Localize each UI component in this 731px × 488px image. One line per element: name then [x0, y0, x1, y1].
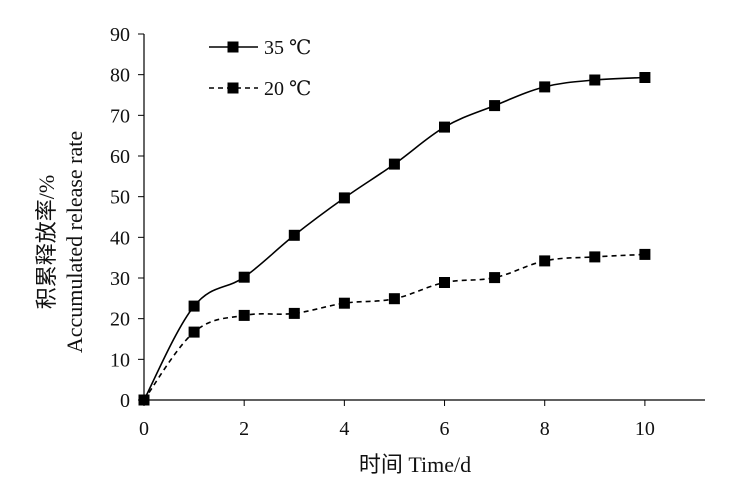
y-tick-label: 70 [110, 105, 130, 127]
series-1 [138, 72, 651, 406]
data-point [489, 272, 501, 284]
y-tick-label: 50 [110, 187, 130, 209]
x-tick-label: 10 [635, 418, 655, 440]
data-point [539, 255, 551, 267]
x-tick-label: 8 [540, 418, 550, 440]
data-point [639, 72, 651, 83]
y-tick-label: 10 [110, 349, 130, 371]
series-2 [138, 248, 651, 406]
legend: 35 ℃ 20 ℃ [209, 37, 311, 100]
y-tick-label: 80 [110, 65, 130, 87]
x-tick-label: 0 [139, 418, 149, 440]
data-point [589, 251, 601, 263]
data-point [388, 293, 400, 305]
series-line [143, 76, 645, 401]
data-point [188, 300, 200, 312]
data-point [338, 297, 350, 309]
data-point [639, 248, 651, 260]
y-tick-label: 0 [120, 390, 130, 412]
x-tick-label: 2 [239, 418, 249, 440]
data-point [439, 121, 450, 133]
series-layer [138, 72, 651, 406]
legend-marker [227, 82, 239, 94]
data-point [288, 229, 300, 241]
y-tick-label: 60 [110, 146, 130, 168]
data-point [489, 100, 501, 112]
series-line [143, 253, 645, 401]
x-tick-label: 4 [339, 418, 349, 440]
legend-item-1: 35 ℃ [209, 37, 311, 59]
data-point [338, 192, 350, 204]
data-point [288, 307, 300, 319]
legend-item-2: 20 ℃ [209, 78, 311, 100]
data-point [138, 394, 150, 406]
data-point [238, 309, 250, 321]
axes: 0 10 20 30 40 50 60 70 80 90 0 2 4 6 8 10 [110, 24, 705, 440]
y-tick-label: 30 [110, 268, 130, 290]
data-point [589, 74, 601, 86]
legend-marker [227, 41, 239, 53]
y-axis-title-en: Accumulated release rate [62, 131, 87, 353]
legend-label: 20 ℃ [264, 78, 311, 100]
legend-label: 35 ℃ [264, 37, 311, 59]
data-point [238, 271, 250, 283]
data-point [539, 81, 551, 93]
y-tick-label: 20 [110, 309, 130, 331]
y-axis-title-cn: 积累释放率/% [34, 175, 59, 309]
y-tick-label: 40 [110, 227, 130, 249]
y-tick-label: 90 [110, 24, 130, 46]
x-tick-label: 6 [440, 418, 450, 440]
data-point [388, 158, 400, 170]
x-axis-title: 时间 Time/d [359, 452, 471, 477]
data-point [439, 277, 450, 288]
data-point [188, 326, 200, 338]
